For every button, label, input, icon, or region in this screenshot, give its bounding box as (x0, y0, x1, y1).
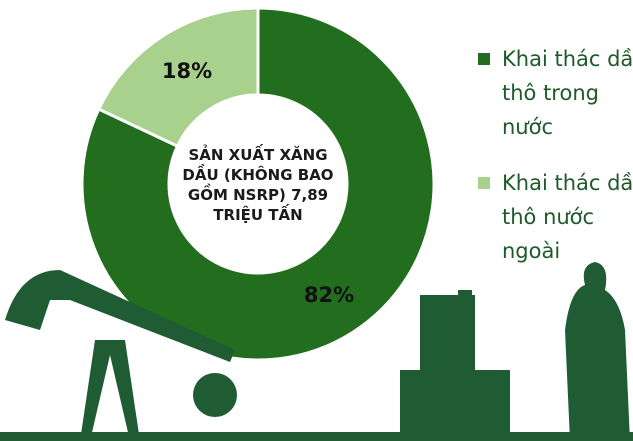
data-label: 82% (304, 283, 354, 307)
legend-label: Khai thác dầu thô nước ngoài (502, 171, 633, 263)
tank (400, 370, 510, 441)
ground (0, 432, 633, 441)
legend-item: Khai thác dầu thô nước ngoài (478, 166, 633, 268)
pumpjack-tower (80, 340, 140, 441)
legend: Khai thác dầu thô trong nước Khai thác dầ… (478, 42, 633, 290)
tank-top (458, 290, 472, 302)
pumpjack-wheel (193, 373, 237, 417)
data-label: 18% (162, 59, 212, 83)
legend-label: Khai thác dầu thô trong nước (502, 47, 633, 139)
legend-swatch (478, 177, 490, 189)
page: 82% 18% SẢN XUẤT XĂNG DẦU (KHÔNG BAO GỒM … (0, 0, 633, 441)
legend-swatch (478, 53, 490, 65)
center-title: SẢN XUẤT XĂNG DẦU (KHÔNG BAO GỒM NSRP) 7… (172, 145, 344, 225)
legend-item: Khai thác dầu thô trong nước (478, 42, 633, 144)
